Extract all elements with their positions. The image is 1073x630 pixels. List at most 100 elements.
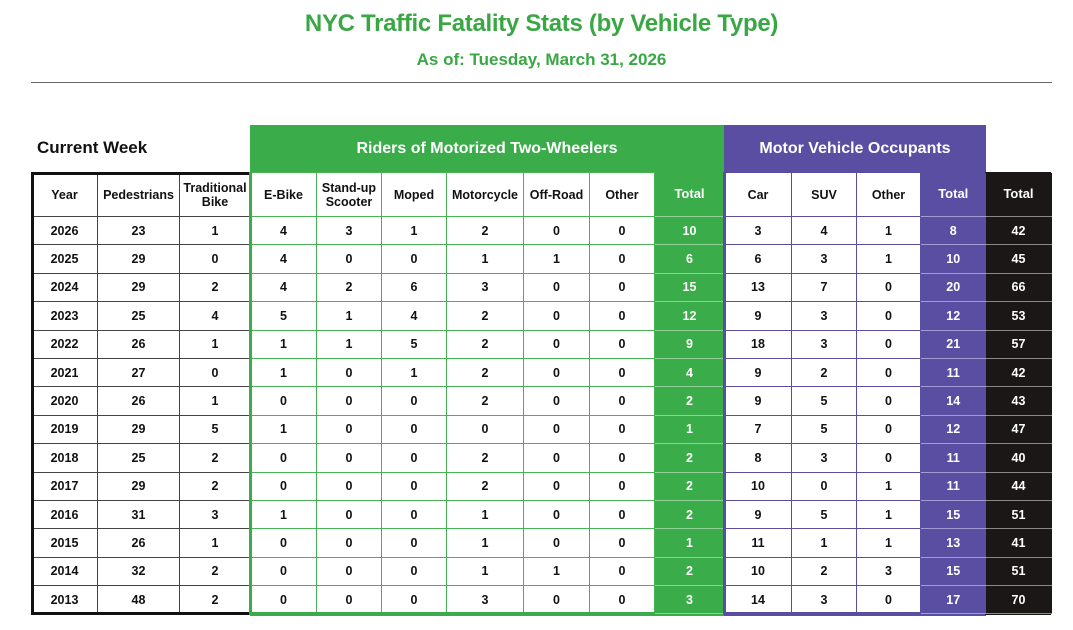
cell-motorcycle: 1 bbox=[446, 244, 524, 274]
table-row: 2016 31 3 1 0 0 1 0 0 2 9 5 1 15 51 bbox=[31, 499, 1052, 530]
cell-traditional-bike: 2 bbox=[179, 471, 251, 501]
cell-two-wheeler-other: 0 bbox=[589, 443, 655, 473]
cell-two-wheeler-total: 1 bbox=[654, 528, 725, 558]
cell-car: 14 bbox=[724, 585, 792, 615]
cell-moped: 0 bbox=[381, 386, 447, 416]
cell-car: 10 bbox=[724, 471, 792, 501]
cell-year: 2016 bbox=[31, 499, 98, 530]
cell-offroad: 1 bbox=[523, 244, 590, 274]
cell-suv: 1 bbox=[791, 528, 857, 558]
cell-motorcycle: 1 bbox=[446, 499, 524, 530]
cell-vehicle-other: 0 bbox=[856, 329, 921, 359]
cell-two-wheeler-other: 0 bbox=[589, 215, 655, 246]
cell-motorcycle: 2 bbox=[446, 471, 524, 501]
cell-car: 13 bbox=[724, 272, 792, 303]
cell-vehicle-total: 12 bbox=[920, 301, 986, 331]
cell-two-wheeler-other: 0 bbox=[589, 272, 655, 303]
cell-ebike: 1 bbox=[250, 499, 317, 530]
cell-vehicle-other: 0 bbox=[856, 272, 921, 303]
cell-standup-scooter: 0 bbox=[316, 386, 382, 416]
cell-moped: 4 bbox=[381, 301, 447, 331]
section-label: Current Week bbox=[37, 138, 148, 157]
cell-grand-total: 51 bbox=[985, 499, 1052, 530]
cell-two-wheeler-other: 0 bbox=[589, 244, 655, 274]
cell-pedestrians: 29 bbox=[97, 244, 180, 274]
cell-traditional-bike: 2 bbox=[179, 272, 251, 303]
cell-car: 9 bbox=[724, 386, 792, 416]
cell-two-wheeler-total: 6 bbox=[654, 244, 725, 274]
cell-vehicle-total: 11 bbox=[920, 471, 986, 501]
cell-offroad: 0 bbox=[523, 443, 590, 473]
cell-motorcycle: 3 bbox=[446, 585, 524, 615]
table-row: 2019 29 5 1 0 0 0 0 0 1 7 5 0 12 47 bbox=[31, 414, 1052, 445]
cell-car: 7 bbox=[724, 414, 792, 445]
cell-pedestrians: 29 bbox=[97, 414, 180, 445]
col-header-vehicle-other: Other bbox=[856, 172, 921, 217]
col-header-grand-total: Total bbox=[985, 172, 1052, 217]
cell-grand-total: 45 bbox=[985, 244, 1052, 274]
cell-offroad: 0 bbox=[523, 386, 590, 416]
col-header-traditional-bike: Traditional Bike bbox=[179, 172, 251, 217]
cell-two-wheeler-other: 0 bbox=[589, 499, 655, 530]
cell-motorcycle: 2 bbox=[446, 301, 524, 331]
cell-two-wheeler-total: 12 bbox=[654, 301, 725, 331]
header-divider bbox=[31, 82, 1052, 83]
cell-grand-total: 40 bbox=[985, 443, 1052, 473]
cell-offroad: 0 bbox=[523, 499, 590, 530]
table-row: 2014 32 2 0 0 0 1 1 0 2 10 2 3 15 51 bbox=[31, 556, 1052, 587]
cell-suv: 4 bbox=[791, 215, 857, 246]
cell-pedestrians: 32 bbox=[97, 556, 180, 587]
cell-traditional-bike: 2 bbox=[179, 556, 251, 587]
col-header-ebike: E-Bike bbox=[250, 172, 317, 217]
cell-pedestrians: 48 bbox=[97, 585, 180, 615]
cell-offroad: 0 bbox=[523, 329, 590, 359]
cell-suv: 2 bbox=[791, 357, 857, 388]
cell-year: 2025 bbox=[31, 244, 98, 274]
cell-vehicle-total: 15 bbox=[920, 556, 986, 587]
cell-traditional-bike: 5 bbox=[179, 414, 251, 445]
cell-offroad: 0 bbox=[523, 301, 590, 331]
cell-traditional-bike: 1 bbox=[179, 528, 251, 558]
cell-grand-total: 51 bbox=[985, 556, 1052, 587]
cell-two-wheeler-other: 0 bbox=[589, 585, 655, 615]
cell-offroad: 0 bbox=[523, 528, 590, 558]
cell-standup-scooter: 0 bbox=[316, 585, 382, 615]
cell-year: 2017 bbox=[31, 471, 98, 501]
cell-pedestrians: 26 bbox=[97, 386, 180, 416]
cell-two-wheeler-total: 2 bbox=[654, 471, 725, 501]
cell-year: 2022 bbox=[31, 329, 98, 359]
cell-grand-total: 66 bbox=[985, 272, 1052, 303]
cell-suv: 3 bbox=[791, 443, 857, 473]
cell-pedestrians: 29 bbox=[97, 471, 180, 501]
cell-motorcycle: 2 bbox=[446, 443, 524, 473]
cell-moped: 0 bbox=[381, 499, 447, 530]
cell-year: 2020 bbox=[31, 386, 98, 416]
table-row: 2015 26 1 0 0 0 1 0 0 1 11 1 1 13 41 bbox=[31, 528, 1052, 558]
cell-ebike: 0 bbox=[250, 585, 317, 615]
cell-grand-total: 42 bbox=[985, 215, 1052, 246]
cell-ebike: 1 bbox=[250, 357, 317, 388]
cell-standup-scooter: 1 bbox=[316, 301, 382, 331]
cell-standup-scooter: 1 bbox=[316, 329, 382, 359]
table-row: 2024 29 2 4 2 6 3 0 0 15 13 7 0 20 66 bbox=[31, 272, 1052, 303]
cell-motorcycle: 2 bbox=[446, 215, 524, 246]
cell-two-wheeler-total: 2 bbox=[654, 499, 725, 530]
cell-ebike: 1 bbox=[250, 414, 317, 445]
cell-vehicle-total: 8 bbox=[920, 215, 986, 246]
table-row: 2013 48 2 0 0 0 3 0 0 3 14 3 0 17 70 bbox=[31, 585, 1052, 615]
cell-ebike: 0 bbox=[250, 443, 317, 473]
table-row: 2020 26 1 0 0 0 2 0 0 2 9 5 0 14 43 bbox=[31, 386, 1052, 416]
cell-car: 3 bbox=[724, 215, 792, 246]
table-row: 2025 29 0 4 0 0 1 1 0 6 6 3 1 10 45 bbox=[31, 244, 1052, 274]
cell-grand-total: 57 bbox=[985, 329, 1052, 359]
cell-moped: 5 bbox=[381, 329, 447, 359]
table-row: 2026 23 1 4 3 1 2 0 0 10 3 4 1 8 42 bbox=[31, 215, 1052, 246]
cell-vehicle-total: 11 bbox=[920, 357, 986, 388]
group-label: Riders of Motorized Two-Wheelers bbox=[356, 140, 618, 157]
cell-moped: 0 bbox=[381, 414, 447, 445]
cell-two-wheeler-total: 10 bbox=[654, 215, 725, 246]
cell-moped: 6 bbox=[381, 272, 447, 303]
cell-motorcycle: 0 bbox=[446, 414, 524, 445]
cell-year: 2019 bbox=[31, 414, 98, 445]
cell-vehicle-other: 0 bbox=[856, 443, 921, 473]
